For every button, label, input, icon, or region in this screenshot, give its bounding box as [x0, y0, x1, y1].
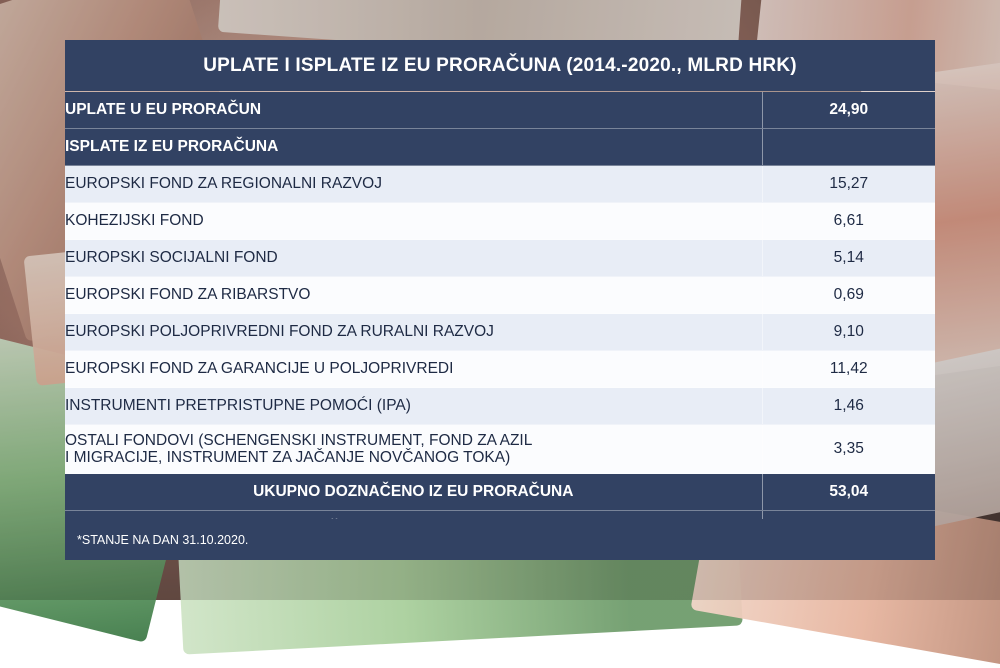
table-row: INSTRUMENTI PRETPRISTUPNE POMOĆI (IPA) 1…: [65, 387, 935, 425]
table-row-ukupno: UKUPNO DOZNAČENO IZ EU PRORAČUNA 53,04: [65, 473, 935, 511]
row-label: EUROPSKI FOND ZA GARANCIJE U POLJOPRIVRE…: [65, 350, 762, 388]
row-label: EUROPSKI SOCIJALNI FOND: [65, 239, 762, 277]
eu-budget-table: UPLATE U EU PRORAČUN 24,90 ISPLATE IZ EU…: [65, 91, 935, 548]
table-row-isplate: ISPLATE IZ EU PRORAČUNA: [65, 128, 935, 166]
row-label: ISPLATE IZ EU PRORAČUNA: [65, 128, 762, 166]
row-value: 6,61: [761, 202, 935, 240]
table-row: EUROPSKI FOND ZA GARANCIJE U POLJOPRIVRE…: [65, 350, 935, 388]
row-value: 5,14: [761, 239, 935, 277]
row-label-line: OSTALI FONDOVI (SCHENGENSKI INSTRUMENT, …: [65, 432, 533, 449]
row-label: INSTRUMENTI PRETPRISTUPNE POMOĆI (IPA): [65, 387, 762, 425]
row-value: 0,69: [761, 276, 935, 314]
row-value: 1,46: [761, 387, 935, 425]
footnote: *STANJE NA DAN 31.10.2020.: [65, 519, 935, 560]
row-value: 9,10: [761, 313, 935, 351]
row-label: UKUPNO DOZNAČENO IZ EU PRORAČUNA: [65, 473, 762, 511]
row-label: OSTALI FONDOVI (SCHENGENSKI INSTRUMENT, …: [65, 424, 762, 474]
row-label: KOHEZIJSKI FOND: [65, 202, 762, 240]
row-label: EUROPSKI FOND ZA RIBARSTVO: [65, 276, 762, 314]
row-value: 24,90: [761, 91, 935, 129]
row-value: 3,35: [761, 424, 935, 474]
table-row: EUROPSKI POLJOPRIVREDNI FOND ZA RURALNI …: [65, 313, 935, 351]
row-value: 11,42: [761, 350, 935, 388]
eu-budget-table-panel: UPLATE I ISPLATE IZ EU PRORAČUNA (2014.-…: [65, 40, 935, 560]
row-value: 53,04: [761, 473, 935, 511]
row-label: EUROPSKI FOND ZA REGIONALNI RAZVOJ: [65, 165, 762, 203]
table-row: EUROPSKI FOND ZA REGIONALNI RAZVOJ 15,27: [65, 165, 935, 203]
table-title: UPLATE I ISPLATE IZ EU PRORAČUNA (2014.-…: [65, 40, 935, 91]
row-label-line: I MIGRACIJE, INSTRUMENT ZA JAČANJE NOVČA…: [65, 449, 511, 466]
row-label: UPLATE U EU PRORAČUN: [65, 91, 762, 129]
row-label: EUROPSKI POLJOPRIVREDNI FOND ZA RURALNI …: [65, 313, 762, 351]
row-value: 15,27: [761, 165, 935, 203]
row-value-empty: [761, 128, 935, 166]
table-row: EUROPSKI SOCIJALNI FOND 5,14: [65, 239, 935, 277]
table-row-uplate: UPLATE U EU PRORAČUN 24,90: [65, 91, 935, 129]
table-row: EUROPSKI FOND ZA RIBARSTVO 0,69: [65, 276, 935, 314]
table-row-ostali: OSTALI FONDOVI (SCHENGENSKI INSTRUMENT, …: [65, 424, 935, 474]
table-row: KOHEZIJSKI FOND 6,61: [65, 202, 935, 240]
